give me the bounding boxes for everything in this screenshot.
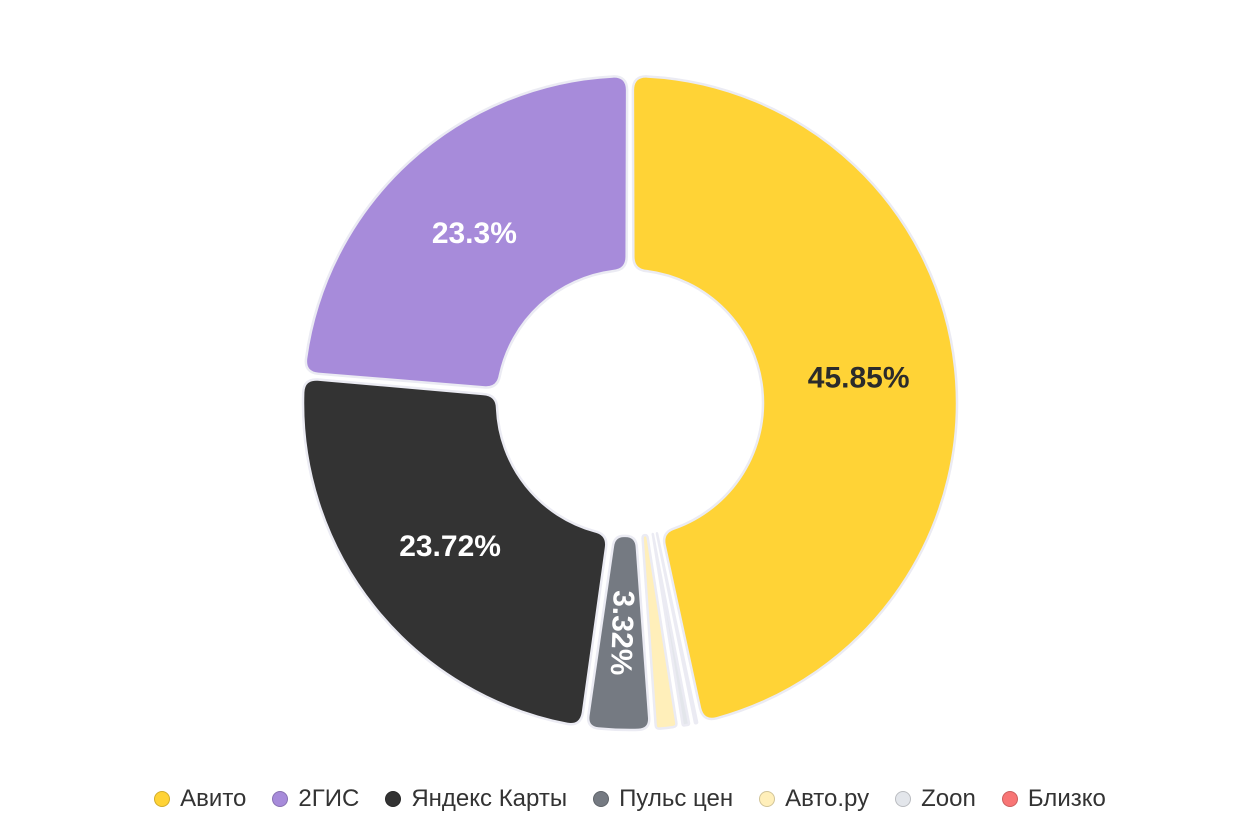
slice-3[interactable] [641, 533, 678, 730]
legend-swatch-5 [895, 791, 912, 807]
donut-chart-svg: 45.85% 3.32% 23.72% 23.3% [301, 75, 959, 732]
slice-label-0: 45.85% [808, 362, 910, 395]
legend: Авито 2ГИС Яндекс Карты Пульс цен Авто.ру Zoo… [0, 782, 1260, 816]
legend-item-6[interactable]: Близко [1001, 785, 1106, 813]
legend-label-6: Близко [1027, 785, 1106, 812]
legend-swatch-2 [385, 791, 402, 807]
legend-item-5[interactable]: Zoon [895, 785, 976, 813]
legend-swatch-4 [759, 791, 776, 807]
slice-label-4: 3.32% [604, 590, 640, 676]
legend-item-2[interactable]: Яндекс Карты [385, 785, 567, 813]
slice-label-5: 23.72% [399, 530, 501, 563]
legend-label-1: 2ГИС [298, 785, 360, 812]
slices-group [301, 75, 959, 732]
slice-6[interactable] [304, 75, 629, 389]
slice-label-6: 23.3% [432, 217, 517, 250]
legend-label-3: Пульс цен [619, 785, 734, 812]
legend-swatch-1 [272, 791, 289, 807]
legend-swatch-6 [1001, 791, 1018, 807]
legend-label-4: Авто.ру [785, 785, 870, 812]
legend-swatch-0 [154, 791, 171, 807]
labels-group: 45.85% 3.32% 23.72% 23.3% [399, 217, 909, 676]
legend-swatch-3 [593, 791, 610, 807]
legend-item-0[interactable]: Авито [154, 785, 246, 813]
slice-1[interactable] [655, 531, 699, 725]
legend-label-5: Zoon [921, 785, 976, 812]
legend-label-0: Авито [180, 785, 247, 812]
legend-item-4[interactable]: Авто.ру [759, 785, 869, 813]
legend-label-2: Яндекс Карты [411, 785, 568, 812]
slice-5[interactable] [301, 378, 608, 726]
slice-4[interactable] [586, 534, 651, 732]
legend-item-1[interactable]: 2ГИС [272, 785, 359, 813]
legend-item-3[interactable]: Пульс цен [593, 785, 733, 813]
slice-2[interactable] [651, 532, 691, 727]
slice-0[interactable] [631, 75, 959, 721]
